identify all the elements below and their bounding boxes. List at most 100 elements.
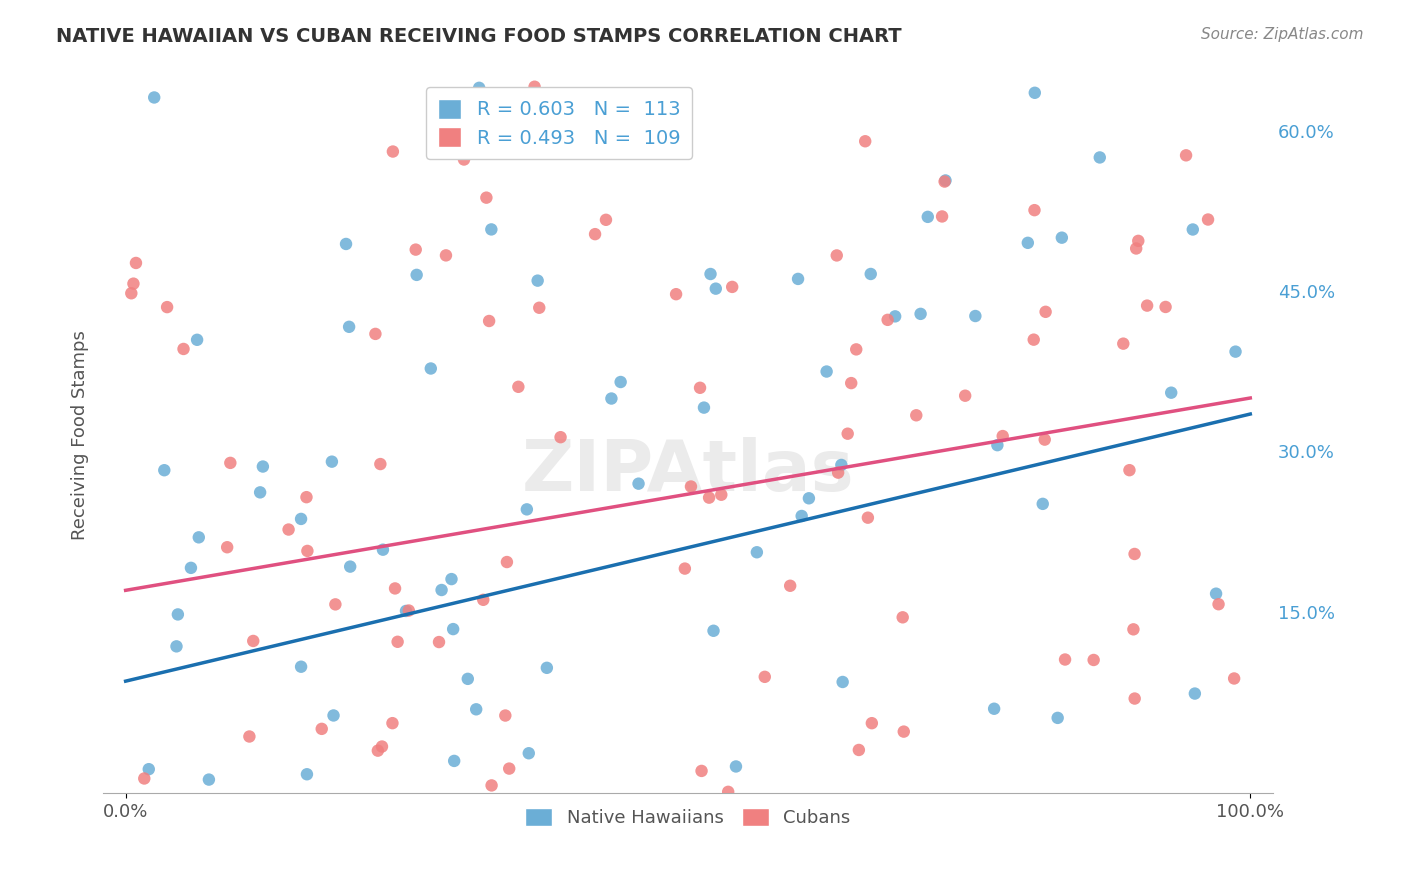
Cubans xyxy=(891,610,914,624)
Native Hawaiians xyxy=(321,455,343,469)
Y-axis label: Receiving Food Stamps: Receiving Food Stamps xyxy=(72,330,89,541)
Cubans xyxy=(122,277,145,291)
Native Hawaiians xyxy=(780,828,803,842)
Cubans xyxy=(839,376,862,390)
Cubans xyxy=(1197,212,1219,227)
Cubans xyxy=(697,491,720,505)
Native Hawaiians xyxy=(609,375,631,389)
Cubans xyxy=(595,212,617,227)
Native Hawaiians xyxy=(337,319,360,334)
Cubans xyxy=(710,488,733,502)
Native Hawaiians xyxy=(1201,33,1223,47)
Cubans xyxy=(427,635,450,649)
Cubans xyxy=(717,785,740,799)
Cubans xyxy=(1128,234,1150,248)
Cubans xyxy=(475,191,498,205)
Native Hawaiians xyxy=(627,476,650,491)
Cubans xyxy=(860,716,883,731)
Native Hawaiians xyxy=(600,392,623,406)
Native Hawaiians xyxy=(830,458,852,472)
Cubans xyxy=(991,429,1014,443)
Cubans xyxy=(381,145,404,159)
Cubans xyxy=(156,300,179,314)
Cubans xyxy=(173,342,195,356)
Native Hawaiians xyxy=(479,222,502,236)
Cubans xyxy=(1123,547,1146,561)
Cubans xyxy=(848,743,870,757)
Cubans xyxy=(665,287,688,301)
Native Hawaiians xyxy=(138,762,160,776)
Native Hawaiians xyxy=(186,333,208,347)
Native Hawaiians xyxy=(201,865,224,880)
Native Hawaiians xyxy=(167,607,190,622)
Native Hawaiians xyxy=(249,485,271,500)
Native Hawaiians xyxy=(441,622,464,636)
Cubans xyxy=(219,456,242,470)
Cubans xyxy=(472,592,495,607)
Native Hawaiians xyxy=(339,559,361,574)
Native Hawaiians xyxy=(787,803,810,817)
Cubans xyxy=(434,248,457,262)
Cubans xyxy=(1022,333,1045,347)
Cubans xyxy=(496,555,519,569)
Cubans xyxy=(249,841,271,855)
Native Hawaiians xyxy=(536,661,558,675)
Cubans xyxy=(381,716,404,731)
Native Hawaiians xyxy=(517,746,540,760)
Cubans xyxy=(738,817,761,831)
Native Hawaiians xyxy=(803,810,825,824)
Cubans xyxy=(1112,336,1135,351)
Native Hawaiians xyxy=(371,542,394,557)
Text: ZIPAtlas: ZIPAtlas xyxy=(522,437,855,506)
Native Hawaiians xyxy=(1135,21,1157,35)
Cubans xyxy=(953,389,976,403)
Native Hawaiians xyxy=(790,508,813,523)
Native Hawaiians xyxy=(983,702,1005,716)
Cubans xyxy=(1094,836,1116,850)
Native Hawaiians xyxy=(419,361,441,376)
Cubans xyxy=(689,381,711,395)
Native Hawaiians xyxy=(198,772,221,787)
Cubans xyxy=(893,724,915,739)
Native Hawaiians xyxy=(724,759,747,773)
Native Hawaiians xyxy=(252,459,274,474)
Cubans xyxy=(845,343,868,357)
Cubans xyxy=(679,479,702,493)
Native Hawaiians xyxy=(457,672,479,686)
Cubans xyxy=(1024,203,1046,218)
Native Hawaiians xyxy=(831,675,853,690)
Native Hawaiians xyxy=(187,530,209,544)
Cubans xyxy=(120,286,142,301)
Native Hawaiians xyxy=(335,237,357,252)
Cubans xyxy=(134,772,156,786)
Cubans xyxy=(1054,652,1077,666)
Cubans xyxy=(508,380,530,394)
Cubans xyxy=(1035,305,1057,319)
Cubans xyxy=(1223,672,1246,686)
Native Hawaiians xyxy=(938,793,960,807)
Cubans xyxy=(853,134,876,148)
Native Hawaiians xyxy=(1112,0,1135,4)
Cubans xyxy=(529,301,551,315)
Native Hawaiians xyxy=(443,754,465,768)
Native Hawaiians xyxy=(1024,86,1046,100)
Native Hawaiians xyxy=(149,822,172,836)
Text: Source: ZipAtlas.com: Source: ZipAtlas.com xyxy=(1201,27,1364,42)
Cubans xyxy=(453,153,475,167)
Text: NATIVE HAWAIIAN VS CUBAN RECEIVING FOOD STAMPS CORRELATION CHART: NATIVE HAWAIIAN VS CUBAN RECEIVING FOOD … xyxy=(56,27,901,45)
Cubans xyxy=(384,582,406,596)
Cubans xyxy=(856,510,879,524)
Cubans xyxy=(779,579,801,593)
Cubans xyxy=(1154,300,1177,314)
Native Hawaiians xyxy=(693,401,716,415)
Cubans xyxy=(1208,597,1230,611)
Native Hawaiians xyxy=(405,268,427,282)
Cubans xyxy=(550,430,572,444)
Native Hawaiians xyxy=(295,767,318,781)
Native Hawaiians xyxy=(745,545,768,559)
Native Hawaiians xyxy=(859,267,882,281)
Cubans xyxy=(800,23,823,37)
Cubans xyxy=(217,540,239,554)
Cubans xyxy=(876,313,898,327)
Native Hawaiians xyxy=(516,502,538,516)
